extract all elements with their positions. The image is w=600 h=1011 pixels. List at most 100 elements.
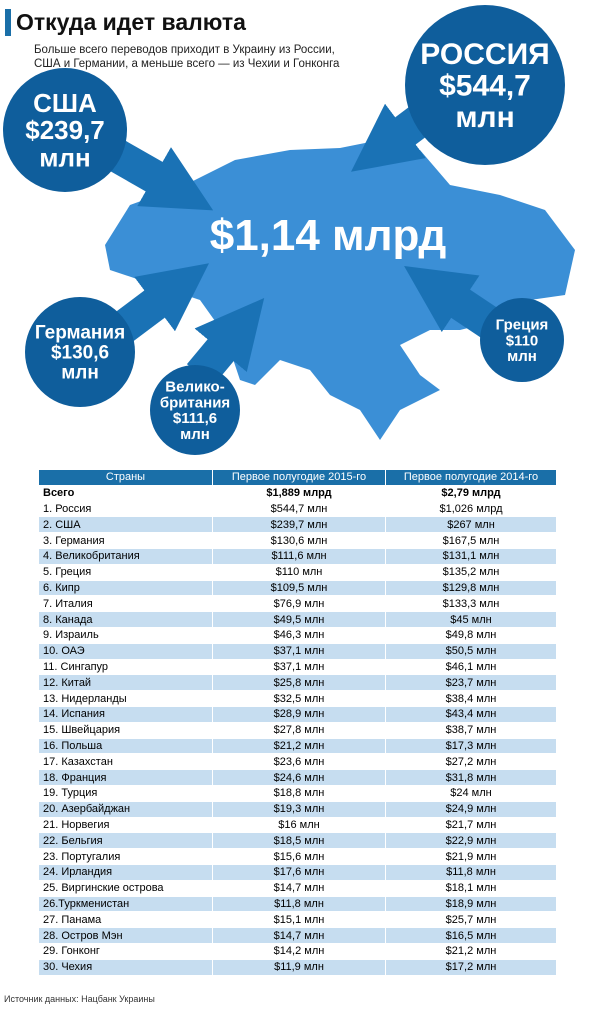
- cell: $24 млн: [385, 784, 557, 802]
- cell: $25,8 млн: [212, 674, 386, 692]
- cell: 9. Израиль: [38, 626, 213, 644]
- row: 25. Виргинские острова $14,7 млн $18,1 млн: [38, 879, 557, 897]
- cell: 14. Испания: [38, 705, 213, 723]
- callout-label: млн: [455, 101, 514, 134]
- callout-label: млн: [39, 142, 90, 172]
- cell: 10. ОАЭ: [38, 642, 213, 660]
- cell: $46,3 млн: [212, 626, 386, 644]
- cell: $544,7 млн: [212, 500, 386, 518]
- cell: $24,9 млн: [385, 800, 557, 818]
- row: 19. Турция $18,8 млн $24 млн: [38, 784, 557, 802]
- cell: $11,9 млн: [212, 958, 386, 976]
- cell: $28,9 млн: [212, 705, 386, 723]
- cell: $111,6 млн: [212, 547, 386, 565]
- cell: $17,6 млн: [212, 863, 386, 881]
- cell: 16. Польша: [38, 737, 213, 755]
- cell: 5. Греция: [38, 563, 213, 581]
- cell: 30. Чехия: [38, 958, 213, 976]
- callout-circle: [405, 5, 565, 165]
- cell: $38,7 млн: [385, 721, 557, 739]
- callout-label: Греция: [496, 317, 549, 334]
- map-graphic: Откуда идет валюта Больше всего переводо…: [3, 5, 575, 455]
- total: $1,14 млрд: [210, 211, 447, 260]
- cell: 28. Остров Мэн: [38, 927, 213, 944]
- cell: $21,7 млн: [385, 816, 557, 834]
- row: 7. Италия $76,9 млн $133,3 млн: [38, 595, 557, 613]
- cell: $130,6 млн: [212, 532, 386, 549]
- row: 28. Остров Мэн $14,7 млн $16,5 млн: [38, 927, 557, 944]
- cell: 18. Франция: [38, 769, 213, 786]
- cell: $1,889 млрд: [212, 484, 386, 502]
- cell: $17,2 млн: [385, 958, 557, 976]
- cell: $15,6 млн: [212, 848, 386, 865]
- cell: $18,9 млн: [385, 895, 557, 913]
- cell: $11,8 млн: [385, 863, 557, 881]
- cell: $23,6 млн: [212, 753, 386, 771]
- row: 1. Россия $544,7 млн $1,026 млрд: [38, 500, 557, 518]
- column-header: Первое полугодие 2015-го: [212, 469, 386, 486]
- cell: 27. Панама: [38, 911, 213, 929]
- callout-label: Велико-: [165, 379, 224, 396]
- cell: $18,8 млн: [212, 784, 386, 802]
- cell: $27,8 млн: [212, 721, 386, 739]
- callout-label: млн: [507, 348, 537, 365]
- cell: $131,1 млн: [385, 547, 557, 565]
- cell: 8. Канада: [38, 611, 213, 628]
- cell: $31,8 млн: [385, 769, 557, 786]
- row: 11. Сингапур $37,1 млн $46,1 млн: [38, 658, 557, 676]
- cell: $14,2 млн: [212, 942, 386, 960]
- cell: $25,7 млн: [385, 911, 557, 929]
- cell: $43,4 млн: [385, 705, 557, 723]
- callout-circle: [150, 365, 240, 455]
- cell: $37,1 млн: [212, 642, 386, 660]
- row: 21. Норвегия $16 млн $21,7 млн: [38, 816, 557, 834]
- row: 14. Испания $28,9 млн $43,4 млн: [38, 705, 557, 723]
- cell: $23,7 млн: [385, 674, 557, 692]
- cell: $16,5 млн: [385, 927, 557, 944]
- row: 16. Польша $21,2 млн $17,3 млн: [38, 737, 557, 755]
- cell: 19. Турция: [38, 784, 213, 802]
- callout-label: РОССИЯ: [420, 38, 549, 71]
- cell: $15,1 млн: [212, 911, 386, 929]
- cell: 12. Китай: [38, 674, 213, 692]
- callout-circle: [25, 297, 135, 407]
- cell: $133,3 млн: [385, 595, 557, 613]
- cell: 7. Италия: [38, 595, 213, 613]
- row: 27. Панама $15,1 млн $25,7 млн: [38, 911, 557, 929]
- cell: $11,8 млн: [212, 895, 386, 913]
- cell: $109,5 млн: [212, 579, 386, 597]
- data-table: Страны Первое полугодие 2015-го Первое пол…: [38, 469, 557, 976]
- total-row: Всего $1,889 млрд $2,79 млрд: [38, 484, 557, 502]
- cell: 3. Германия: [38, 532, 213, 549]
- row: 6. Кипр $109,5 млн $129,8 млн: [38, 579, 557, 597]
- cell: 20. Азербайджан: [38, 800, 213, 818]
- cell: 29. Гонконг: [38, 942, 213, 960]
- cell: $16 млн: [212, 816, 386, 834]
- cell: $110 млн: [212, 563, 386, 581]
- subtitle: США и Германии, а меньше всего — из Чехи…: [34, 58, 340, 70]
- cell: $17,3 млн: [385, 737, 557, 755]
- cell: 21. Норвегия: [38, 816, 213, 834]
- cell: $38,4 млн: [385, 690, 557, 707]
- cell: $21,2 млн: [212, 737, 386, 755]
- callout-circle: [3, 68, 127, 192]
- cell: $37,1 млн: [212, 658, 386, 676]
- row: 4. Великобритания $111,6 млн $131,1 млн: [38, 547, 557, 565]
- row: 17. Казахстан $23,6 млн $27,2 млн: [38, 753, 557, 771]
- cell: $1,026 млрд: [385, 500, 557, 518]
- row: 9. Израиль $46,3 млн $49,8 млн: [38, 626, 557, 644]
- cell: $135,2 млн: [385, 563, 557, 581]
- cell: $22,9 млн: [385, 832, 557, 850]
- row: 10. ОАЭ $37,1 млн $50,5 млн: [38, 642, 557, 660]
- cell: $14,7 млн: [212, 879, 386, 897]
- row: 22. Бельгия $18,5 млн $22,9 млн: [38, 832, 557, 850]
- cell: Всего: [38, 484, 213, 502]
- row: 30. Чехия $11,9 млн $17,2 млн: [38, 958, 557, 976]
- cell: 17. Казахстан: [38, 753, 213, 771]
- cell: $50,5 млн: [385, 642, 557, 660]
- row: 26.Туркменистан $11,8 млн $18,9 млн: [38, 895, 557, 913]
- subtitle: Больше всего переводов приходит в Украин…: [34, 44, 335, 56]
- cell: $46,1 млн: [385, 658, 557, 676]
- row: 29. Гонконг $14,2 млн $21,2 млн: [38, 942, 557, 960]
